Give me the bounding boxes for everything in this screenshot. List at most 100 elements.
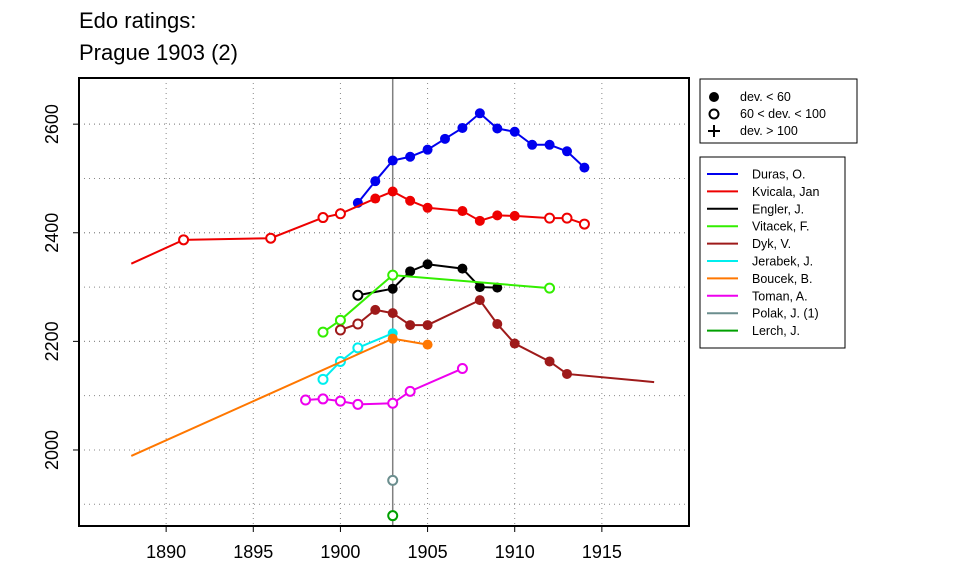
- series-legend-label: Polak, J. (1): [752, 307, 819, 321]
- data-point: [509, 126, 520, 137]
- data-point: [544, 139, 555, 150]
- data-point: [387, 474, 399, 486]
- data-point: [387, 269, 399, 281]
- series-9: [387, 510, 399, 522]
- series-6: [130, 333, 433, 457]
- data-point: [387, 308, 398, 319]
- series-legend-label: Dyk, V.: [752, 237, 791, 251]
- series-4: [334, 295, 655, 384]
- symbol-legend-label: 60 < dev. < 100: [740, 107, 826, 121]
- series-2: [352, 259, 503, 301]
- data-point: [492, 123, 503, 134]
- data-point: [562, 146, 572, 157]
- data-point: [457, 206, 468, 217]
- data-point: [422, 320, 433, 331]
- data-point: [387, 283, 398, 294]
- series-7: [300, 363, 468, 410]
- data-point: [334, 324, 346, 336]
- data-point: [370, 176, 381, 187]
- data-point: [544, 282, 556, 294]
- series-5: [317, 328, 398, 385]
- data-point: [265, 232, 277, 244]
- data-point: [474, 108, 485, 119]
- data-point: [509, 338, 520, 349]
- data-point: [370, 304, 381, 315]
- symbol-legend: dev. < 60 60 < dev. < 100 dev. > 100: [699, 78, 858, 144]
- data-point: [492, 282, 503, 293]
- data-point: [317, 393, 329, 405]
- data-point: [300, 394, 312, 406]
- data-point: [387, 155, 398, 166]
- data-point: [405, 266, 416, 277]
- data-point: [561, 212, 573, 224]
- x-tick-label: 1895: [233, 542, 273, 562]
- y-tick-label: 2200: [42, 321, 62, 361]
- series-legend-box: [699, 156, 846, 349]
- series-3: [317, 269, 556, 338]
- series-line: [130, 190, 585, 265]
- series-1: [130, 186, 590, 265]
- x-tick-label: 1900: [320, 542, 360, 562]
- x-tick-label: 1890: [146, 542, 186, 562]
- plot-frame: [78, 77, 690, 527]
- x-tick-label: 1915: [582, 542, 622, 562]
- data-point: [334, 395, 346, 407]
- data-point: [387, 333, 398, 344]
- series-layer: [130, 108, 655, 522]
- data-point: [405, 151, 416, 162]
- data-point: [492, 318, 503, 329]
- symbol-legend-label: dev. > 100: [740, 124, 798, 138]
- data-point: [317, 212, 329, 224]
- data-point: [544, 212, 556, 224]
- y-tick-label: 2600: [42, 104, 62, 144]
- data-point: [387, 186, 398, 197]
- data-point: [474, 295, 485, 306]
- grid-lines: [79, 78, 689, 526]
- data-point: [422, 202, 433, 213]
- series-line: [322, 274, 550, 333]
- data-point: [404, 385, 416, 397]
- data-point: [578, 218, 590, 230]
- x-tick-label: 1910: [495, 542, 535, 562]
- data-point: [457, 263, 468, 274]
- data-point: [405, 195, 416, 206]
- data-point: [317, 373, 329, 385]
- data-point: [405, 320, 416, 331]
- data-point: [457, 122, 468, 133]
- data-point: [527, 139, 538, 150]
- data-point: [456, 363, 468, 375]
- symbol-legend-label: dev. < 60: [740, 90, 791, 104]
- data-point: [178, 234, 190, 246]
- data-point: [352, 289, 364, 301]
- data-point: [387, 397, 399, 409]
- data-point: [334, 314, 346, 326]
- data-point: [509, 210, 520, 221]
- data-point: [422, 144, 433, 155]
- series-legend-label: Boucek, B.: [752, 272, 812, 286]
- data-point: [440, 133, 450, 144]
- x-tick-label: 1905: [408, 542, 448, 562]
- series-legend-label: Lerch, J.: [752, 324, 800, 338]
- series-legend-label: Engler, J.: [752, 202, 804, 216]
- series-legend-label: Kvicala, Jan: [752, 185, 819, 199]
- data-point: [474, 282, 485, 293]
- data-point: [352, 342, 364, 354]
- data-point: [370, 193, 381, 204]
- series-legend-label: Vitacek, F.: [752, 220, 809, 234]
- legend-symbol-filled: [709, 92, 719, 102]
- series-line: [130, 337, 428, 457]
- series-8: [387, 474, 399, 486]
- data-point: [474, 215, 485, 226]
- data-point: [544, 356, 555, 367]
- chart-title-line-1: Edo ratings:: [79, 8, 197, 33]
- data-point: [422, 259, 433, 270]
- series-legend-label: Toman, A.: [752, 289, 808, 303]
- data-point: [317, 326, 329, 338]
- y-tick-label: 2000: [42, 430, 62, 470]
- legend-symbol-open: [708, 108, 720, 120]
- series-legend-label: Jerabek, J.: [752, 255, 813, 269]
- data-point: [492, 210, 503, 221]
- data-point: [579, 162, 590, 173]
- series-line: [322, 332, 394, 381]
